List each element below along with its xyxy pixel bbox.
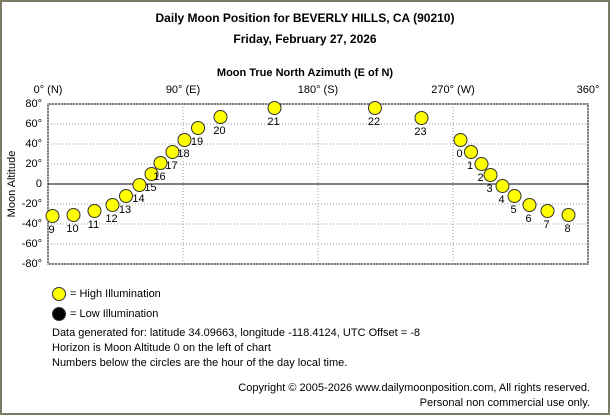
hour-label: 22 [368,116,380,128]
hour-label: 13 [119,204,131,216]
hour-label: 8 [564,223,570,235]
hour-label: 21 [267,116,279,128]
moon-point [464,145,478,159]
note: Numbers below the circles are the hour o… [52,357,347,369]
note: Data generated for: latitude 34.09663, l… [52,327,420,339]
hour-label: 2 [477,172,483,184]
moon-point [165,145,180,159]
hour-label: 3 [486,183,492,195]
hour-label: 23 [414,126,426,138]
legend-label: = Low Illumination [70,308,158,320]
hour-label: 12 [105,213,117,225]
moon-point [191,121,205,135]
moon-point [119,189,133,203]
hour-label: 6 [525,213,531,225]
x-tick-label: 90° (E) [166,84,200,96]
hour-label: 11 [88,219,99,231]
copyright: Personal non commercial use only. [420,397,590,409]
moon-point [453,133,468,147]
y-tick-label: -80° [22,258,42,270]
y-tick-label: -20° [22,198,42,210]
note: Horizon is Moon Altitude 0 on the left o… [52,342,271,354]
x-tick-label: 180° (S) [298,84,338,96]
hour-label: 17 [165,160,177,172]
hour-label: 0 [456,148,462,160]
y-axis-title: Moon Altitude [6,151,18,218]
hour-label: 19 [191,136,203,148]
legend-label: = High Illumination [70,288,161,300]
moon-point [507,189,522,203]
moon-point [483,168,498,182]
moon-point [153,156,168,170]
hour-label: 15 [144,182,156,194]
hour-label: 16 [153,171,165,183]
hour-label: 5 [510,204,516,216]
copyright: Copyright © 2005-2026 www.dailymoonposit… [238,382,590,394]
x-tick-label: 0° (N) [34,84,63,96]
moon-point [522,198,537,212]
moon-point [105,198,120,212]
moon-point [495,179,510,193]
y-tick-label: 20° [25,158,42,170]
moon-point [561,208,576,222]
y-tick-label: 80° [25,98,42,110]
moon-point [45,209,60,223]
x-tick-label: 360° [577,84,600,96]
chart-subtitle: Friday, February 27, 2026 [233,32,377,46]
moon-point [213,110,228,124]
x-tick-label: 270° (W) [431,84,475,96]
moon-point [267,101,282,115]
legend-marker [52,307,66,321]
y-tick-label: -60° [22,238,42,250]
y-tick-label: 40° [25,138,42,150]
hour-label: 10 [66,223,78,235]
y-tick-label: 0 [36,178,42,190]
moon-point [177,133,192,147]
hour-label: 1 [467,160,473,172]
legend-marker [52,287,66,301]
hour-label: 18 [177,148,189,160]
chart-title: Daily Moon Position for BEVERLY HILLS, C… [156,11,455,25]
moon-point [144,167,159,181]
moon-point [540,204,555,218]
moon-point [87,204,102,218]
moon-point [66,208,81,222]
hour-label: 9 [48,224,54,236]
hour-label: 20 [213,125,225,137]
background [2,2,608,413]
moon-point [474,157,489,171]
y-tick-label: -40° [22,218,42,230]
moon-point [414,111,429,125]
hour-label: 7 [543,219,549,231]
hour-label: 4 [498,194,504,206]
x-axis-title: Moon True North Azimuth (E of N) [217,67,394,79]
hour-label: 14 [132,193,144,205]
moon-point [368,101,382,115]
y-tick-label: 60° [25,118,42,130]
moon-point [132,178,147,192]
